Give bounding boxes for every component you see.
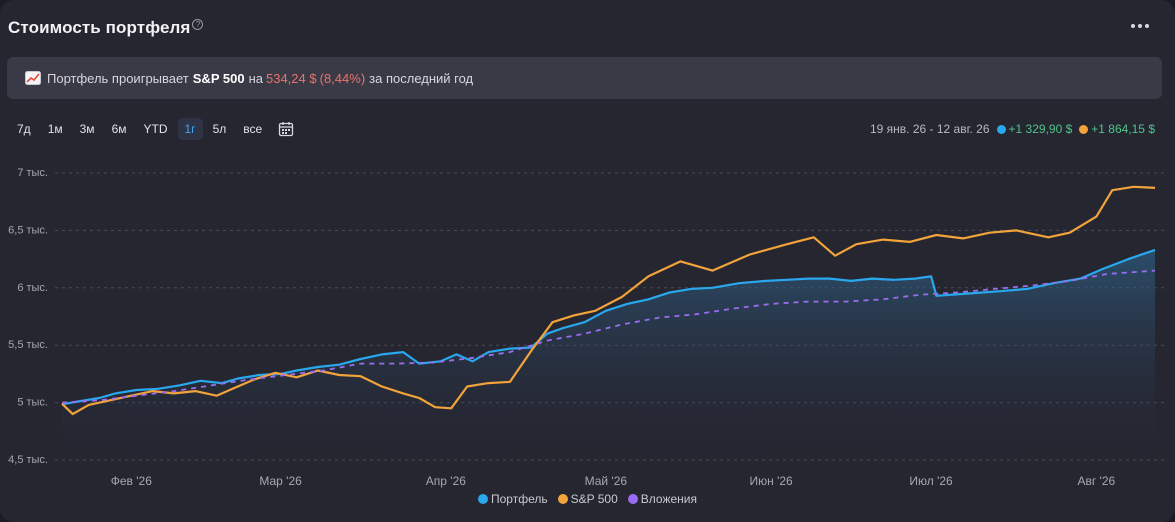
- dot-icon: [1145, 24, 1149, 28]
- portfolio-area: [62, 249, 1155, 460]
- dot-icon: [1138, 24, 1142, 28]
- card-header: Стоимость портфеля ?: [8, 18, 204, 38]
- banner-pct-open: (: [319, 70, 324, 86]
- banner-pct: 8,44%: [323, 70, 361, 86]
- sp500-line: [61, 185, 1156, 416]
- legend-item-sp500[interactable]: S&P 500: [557, 492, 618, 506]
- y-tick-label: 4,5 тыс.: [8, 454, 48, 466]
- legend-label: Портфель: [491, 492, 548, 506]
- dot-icon: [1131, 24, 1135, 28]
- range-button-1y[interactable]: 1г: [177, 118, 203, 140]
- help-icon[interactable]: ?: [192, 19, 204, 30]
- chart-increasing-icon: [25, 71, 41, 85]
- more-options-icon[interactable]: [1131, 22, 1149, 30]
- legend-item-portfolio[interactable]: Портфель: [478, 492, 548, 506]
- x-tick-label: Июл '26: [909, 474, 953, 488]
- x-tick-label: Июн '26: [749, 474, 793, 488]
- x-tick-label: Авг '26: [1077, 474, 1115, 488]
- portfolio-line: [61, 248, 1156, 406]
- legend-label: Вложения: [640, 492, 697, 506]
- sp500-dot-icon: [1079, 124, 1089, 134]
- y-tick-label: 6,5 тыс.: [8, 224, 48, 236]
- sp500-change: +1 864,15 $: [1091, 122, 1155, 136]
- y-tick-label: 6 тыс.: [17, 282, 48, 294]
- x-tick-label: Фев '26: [111, 474, 152, 488]
- comparison-banner: Портфель проигрывает S&P 500 на 534,24 $…: [7, 57, 1162, 99]
- range-selector: 7д 1м 3м 6м YTD 1г 5л все: [10, 118, 294, 140]
- range-button-7d[interactable]: 7д: [17, 122, 31, 136]
- legend-item-investments[interactable]: Вложения: [627, 492, 697, 506]
- banner-amount: 534,24 $: [265, 70, 317, 86]
- banner-benchmark: S&P 500: [192, 70, 245, 86]
- banner-on: на: [248, 70, 263, 86]
- portfolio-chart[interactable]: 4,5 тыс. 5 тыс. 5,5 тыс. 6 тыс. 6,5 тыс. 7 ты…: [0, 150, 1175, 490]
- y-tick-label: 5 тыс.: [17, 397, 48, 409]
- range-button-6m[interactable]: 6м: [111, 122, 127, 136]
- range-button-all[interactable]: все: [243, 122, 263, 136]
- portfolio-dot-icon: [996, 124, 1006, 134]
- investments-dot-icon: [627, 494, 638, 504]
- card-title: Стоимость портфеля: [8, 18, 191, 37]
- banner-suffix: за последний год: [369, 70, 474, 86]
- range-button-3m[interactable]: 3м: [79, 122, 95, 136]
- banner-prefix: Портфель проигрывает: [47, 70, 189, 86]
- x-tick-label: Мар '26: [259, 474, 302, 488]
- calendar-icon[interactable]: [278, 121, 294, 137]
- y-tick-label: 5,5 тыс.: [8, 339, 48, 351]
- range-button-1m[interactable]: 1м: [47, 122, 63, 136]
- banner-pct-close: ): [360, 70, 366, 86]
- y-tick-label: 7 тыс.: [17, 167, 48, 179]
- sp500-dot-icon: [557, 494, 568, 504]
- period-summary: 19 янв. 26 - 12 авг. 26 +1 329,90 $ +1 8…: [870, 122, 1155, 136]
- range-button-5y[interactable]: 5л: [212, 122, 227, 136]
- portfolio-change: +1 329,90 $: [1008, 122, 1073, 136]
- x-tick-label: Май '26: [585, 474, 628, 488]
- legend-label: S&P 500: [570, 492, 618, 506]
- x-tick-label: Апр '26: [426, 474, 466, 488]
- investments-line: [61, 269, 1156, 404]
- period-range: 19 янв. 26 - 12 авг. 26: [870, 122, 990, 136]
- portfolio-dot-icon: [478, 494, 488, 504]
- range-button-ytd[interactable]: YTD: [143, 122, 168, 136]
- chart-legend: Портфель S&P 500 Вложения: [0, 492, 1175, 506]
